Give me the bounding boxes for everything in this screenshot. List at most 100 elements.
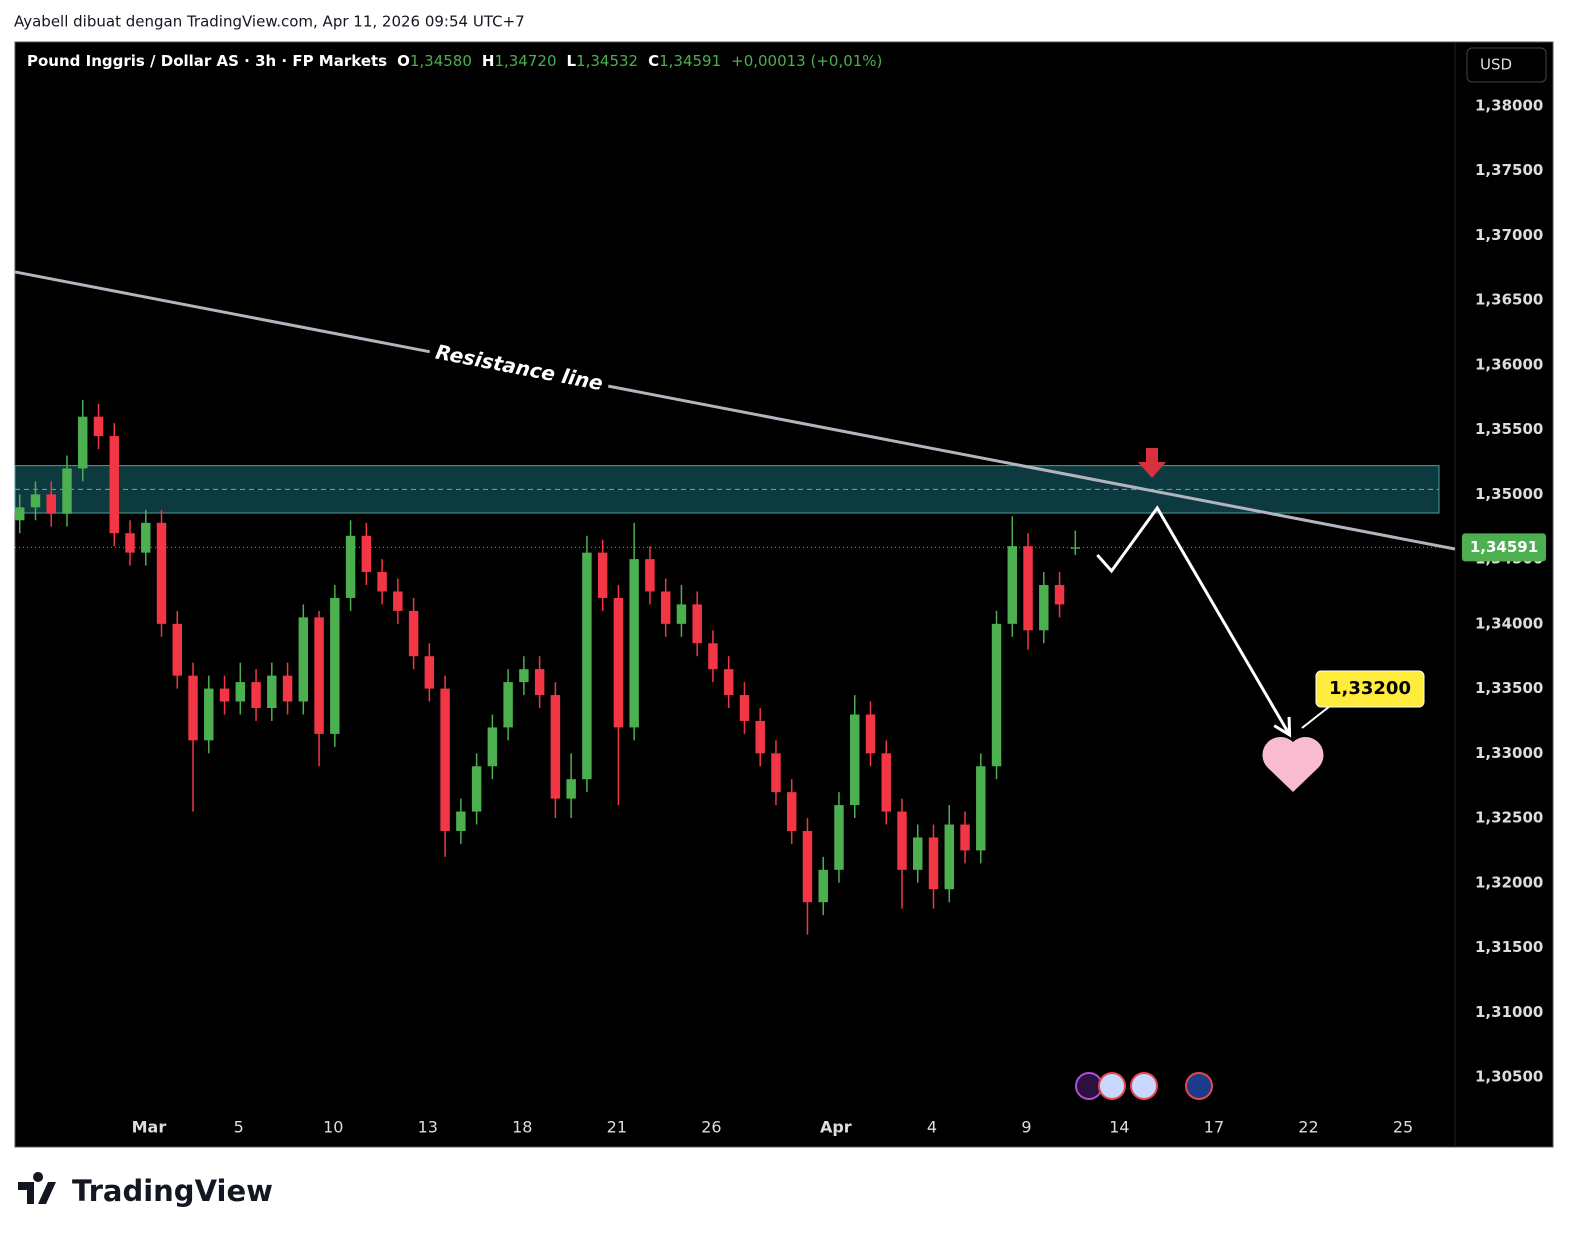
y-tick-label: 1,33000	[1475, 744, 1543, 762]
candle-body	[865, 714, 876, 754]
currency-button[interactable]	[1466, 47, 1547, 83]
y-tick-label: 1,34000	[1475, 614, 1543, 632]
y-tick-label: 1,32000	[1475, 873, 1543, 891]
projection-path	[1096, 505, 1291, 736]
candle-body	[723, 669, 734, 696]
candle-body	[298, 617, 309, 702]
candle-body	[944, 824, 954, 890]
callout-pointer	[1301, 705, 1331, 729]
x-tick-label: 5	[234, 1118, 244, 1137]
y-tick-label: 1,36500	[1475, 291, 1543, 309]
candle-body	[471, 766, 482, 812]
event-icon[interactable]	[1185, 1072, 1213, 1100]
candle-body	[534, 669, 545, 696]
candle-body	[251, 682, 261, 708]
candle-body	[267, 675, 277, 708]
candle-body	[156, 522, 167, 624]
y-tick-label: 1,30500	[1475, 1067, 1543, 1085]
candle-body	[739, 695, 750, 721]
candle-body	[172, 623, 183, 676]
candle-body	[46, 494, 56, 514]
candle-body	[440, 688, 450, 831]
attribution: Ayabell dibuat dengan TradingView.com, A…	[14, 13, 525, 31]
candle-body	[125, 533, 135, 553]
candle-body	[976, 766, 986, 851]
x-tick-label: 14	[1109, 1118, 1129, 1137]
target-label: 1,33200	[1329, 678, 1411, 699]
candle-body	[786, 792, 797, 831]
candle-body	[1054, 584, 1065, 605]
candle-body	[1039, 584, 1049, 631]
candle-body	[62, 468, 72, 514]
x-tick-label: Apr	[820, 1118, 852, 1137]
chart-background	[14, 41, 1554, 1148]
candle-body	[834, 805, 844, 870]
candle-body	[408, 610, 419, 657]
candle-body	[219, 688, 230, 702]
candle-body	[30, 494, 41, 508]
event-icon[interactable]	[1130, 1072, 1158, 1100]
x-tick-label: 10	[323, 1118, 343, 1137]
candle-body	[456, 811, 466, 831]
candle-body	[881, 753, 891, 812]
ohlc-value: 1,34591	[659, 52, 722, 70]
candle-body	[503, 682, 513, 728]
candle-body	[1070, 547, 1081, 549]
ohlc-value: 1,34720	[494, 52, 557, 70]
candle-body	[188, 675, 198, 741]
candle-body	[771, 753, 781, 793]
y-tick-label: 1,35500	[1475, 420, 1543, 438]
candle-body	[235, 682, 246, 702]
ohlc-value: 1,34532	[576, 52, 639, 70]
x-tick-label: 18	[512, 1118, 532, 1137]
y-tick-label: 1,37500	[1475, 161, 1543, 179]
candle-body	[314, 617, 324, 734]
candle-body	[345, 535, 356, 598]
event-icons	[1075, 1072, 1213, 1100]
candle-body	[582, 552, 592, 780]
candle-body	[1007, 546, 1018, 624]
candle-body	[991, 623, 1002, 767]
x-tick-label: 26	[701, 1118, 721, 1137]
candle-body	[566, 779, 576, 799]
last-price-label: 1,34591	[1470, 538, 1538, 556]
candle-body	[802, 830, 813, 903]
ohlc: O1,34580 H1,34720 L1,34532 C1,34591	[397, 52, 721, 70]
x-tick-label: 25	[1393, 1118, 1413, 1137]
change: +0,00013 (+0,01%)	[731, 52, 883, 70]
candle-body	[393, 591, 403, 611]
x-tick-label: 21	[607, 1118, 627, 1137]
ohlc-key: L	[566, 52, 577, 70]
candle-body	[597, 552, 608, 598]
candle-body	[15, 507, 25, 521]
candle-body	[361, 535, 372, 573]
candle-body	[913, 837, 923, 870]
candle-body	[645, 559, 655, 592]
y-tick-label: 1,35000	[1475, 485, 1543, 503]
candle-body	[519, 669, 529, 683]
candle-body	[960, 824, 970, 851]
x-tick-label: 22	[1298, 1118, 1318, 1137]
candle-body	[818, 869, 828, 903]
candle-body	[330, 597, 340, 734]
event-icon[interactable]	[1098, 1072, 1126, 1100]
candle-body	[109, 436, 119, 534]
candle-body	[78, 416, 88, 469]
x-tick-label: 17	[1204, 1118, 1224, 1137]
y-tick-label: 1,37000	[1475, 226, 1543, 244]
resistance-line	[14, 270, 1456, 551]
candle-body	[487, 727, 498, 767]
y-tick-label: 1,31000	[1475, 1003, 1543, 1021]
x-tick-label: Mar	[132, 1118, 167, 1137]
y-tick-label: 1,38000	[1475, 96, 1543, 114]
candle-body	[1023, 546, 1033, 631]
candle-body	[708, 643, 718, 670]
projection-arrowhead	[1273, 716, 1292, 738]
x-tick-label: 9	[1021, 1118, 1031, 1137]
ohlc-key: H	[481, 52, 495, 70]
ohlc-key: O	[397, 52, 410, 70]
symbol: Pound Inggris / Dollar AS · 3h · FP Mark…	[27, 52, 388, 70]
candle-body	[928, 837, 939, 890]
